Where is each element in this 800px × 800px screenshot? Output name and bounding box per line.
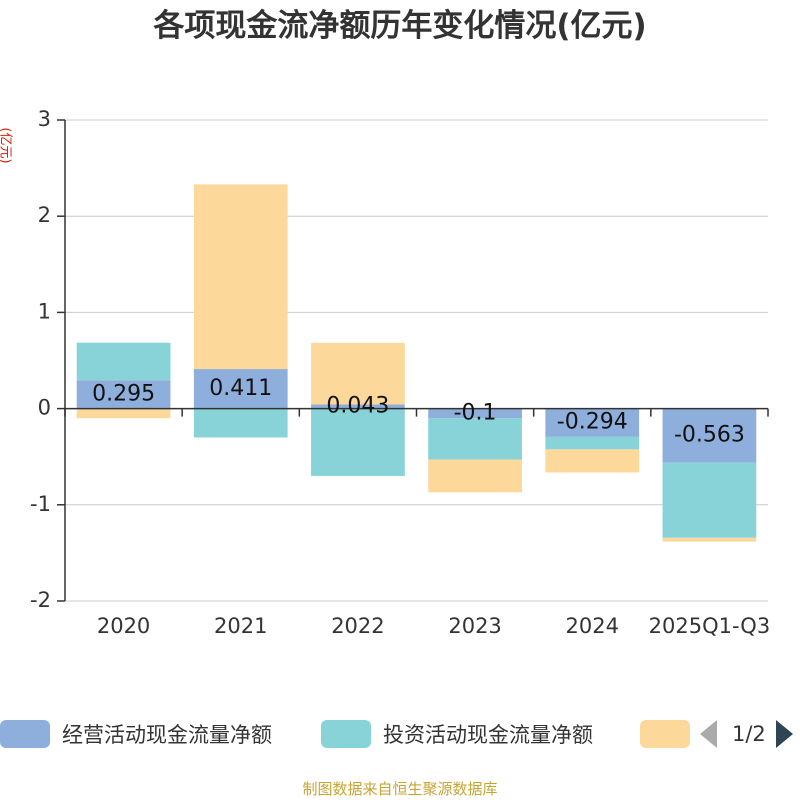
legend-swatch-financing [640,720,690,748]
x-tick-label: 2025Q1-Q3 [649,614,771,638]
data-label: -0.563 [674,423,745,448]
bar-financing-2024 [545,449,640,473]
bar-financing-2025Q1-Q3 [662,537,757,542]
y-tick-label: 3 [38,107,51,131]
bar-operating-2025Q1-Q3 [662,408,757,463]
bar-operating-2020 [76,380,171,409]
y-tick-label: 1 [38,299,51,323]
bar-operating-2024 [545,408,640,437]
data-label: -0.294 [557,410,628,435]
y-tick-label: -2 [30,588,51,612]
x-tick-label: 2024 [566,614,619,638]
data-label: 0.295 [92,381,155,406]
legend: 经营活动现金流量净额 投资活动现金流量净额 1/2 [0,716,800,756]
x-tick-label: 2022 [331,614,384,638]
bar-investing-2023 [428,418,522,460]
bar-investing-2025Q1-Q3 [662,462,757,538]
y-tick-label: 0 [38,396,51,420]
bar-financing-2022 [311,342,405,405]
bar-financing-2023 [428,459,522,493]
legend-label-investing: 投资活动现金流量净额 [383,723,593,747]
legend-item-investing[interactable]: 投资活动现金流量净额 [321,716,593,752]
legend-prev-page-icon[interactable] [700,720,717,748]
bar-financing-2020 [76,408,171,419]
bar-investing-2022 [311,408,405,476]
data-label: -0.1 [454,400,497,425]
bar-investing-2021 [193,408,288,438]
y-tick-label: 2 [38,203,51,227]
plot-area: -2 -1 0 1 2 3 2020 2021 2022 2023 2024 2025Q1-Q3 0.… [30,107,771,638]
legend-next-page-icon[interactable] [775,720,793,748]
y-tick-label: -1 [30,492,51,516]
x-tick-label: 2020 [97,614,150,638]
bar-investing-2024 [545,436,640,450]
legend-page-indicator: 1/2 [732,722,766,746]
bar-operating-2021 [193,369,288,409]
legend-swatch-investing [321,720,371,748]
x-tick-label: 2021 [214,614,267,638]
data-label: 0.043 [326,394,389,419]
legend-swatch-operating [0,720,50,748]
bar-financing-2021 [193,184,288,370]
legend-label-operating: 经营活动现金流量净额 [62,723,272,747]
legend-pager: 1/2 [700,716,793,752]
legend-item-operating[interactable]: 经营活动现金流量净额 [0,716,272,752]
bar-investing-2020 [76,342,171,381]
bar-operating-2023 [428,408,522,419]
chart-title: 各项现金流净额历年变化情况(亿元) [153,8,647,44]
data-source-note: 制图数据来自恒生聚源数据库 [302,780,498,798]
data-label: 0.411 [209,376,272,401]
legend-item-financing[interactable] [640,716,702,752]
bar-operating-2022 [311,404,405,409]
x-tick-label: 2023 [448,614,501,638]
